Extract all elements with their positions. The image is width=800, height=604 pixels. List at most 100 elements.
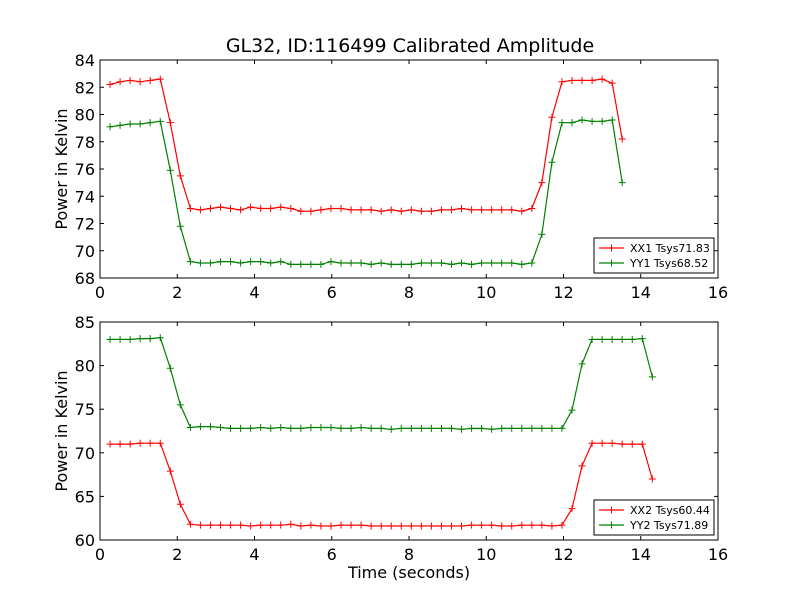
data-point (578, 360, 586, 368)
data-point (397, 424, 405, 432)
y-tick-label: 76 (75, 160, 95, 179)
legend-label: YY1 Tsys68.52 (629, 257, 708, 270)
data-point (598, 75, 606, 83)
data-point (447, 424, 455, 432)
legend-box (593, 237, 715, 274)
data-point (297, 260, 305, 268)
data-point (277, 258, 285, 266)
data-point (427, 522, 435, 530)
data-point (538, 230, 546, 238)
data-point (277, 424, 285, 432)
x-tick-label: 10 (476, 283, 496, 302)
data-point (508, 424, 516, 432)
data-point (548, 158, 556, 166)
data-point (247, 258, 255, 266)
data-point (287, 260, 295, 268)
data-point (267, 424, 275, 432)
data-point (196, 206, 204, 214)
y-tick-label: 65 (75, 487, 95, 506)
data-point (126, 120, 134, 128)
data-point (196, 423, 204, 431)
data-point (126, 76, 134, 84)
data-point (387, 206, 395, 214)
data-point (357, 259, 365, 267)
data-point (307, 424, 315, 432)
x-tick-label: 8 (404, 545, 414, 564)
data-point (136, 120, 144, 128)
x-tick-label: 16 (708, 545, 728, 564)
data-point (628, 440, 636, 448)
data-point (417, 522, 425, 530)
x-tick-label: 0 (95, 545, 105, 564)
x-tick-label: 6 (327, 283, 337, 302)
data-point (217, 521, 225, 529)
data-point (367, 424, 375, 432)
series-2 (106, 334, 656, 433)
legend-box (593, 499, 715, 536)
data-point (498, 522, 506, 530)
legend-marker (608, 259, 615, 267)
data-point (146, 119, 154, 127)
data-point (437, 206, 445, 214)
data-point (437, 522, 445, 530)
y-axis-label: Power in Kelvin (52, 108, 71, 229)
data-point (538, 179, 546, 187)
data-point (578, 462, 586, 470)
data-point (558, 521, 566, 529)
data-point (327, 522, 335, 530)
data-point (548, 522, 556, 530)
data-point (598, 439, 606, 447)
x-tick-label: 12 (553, 283, 573, 302)
data-point (317, 424, 325, 432)
y-tick-label: 74 (75, 187, 95, 206)
data-point (407, 206, 415, 214)
data-point (327, 258, 335, 266)
data-point (357, 424, 365, 432)
y-tick-label: 75 (75, 400, 95, 419)
data-point (528, 424, 536, 432)
x-tick-label: 14 (631, 283, 651, 302)
data-point (498, 206, 506, 214)
data-point (568, 119, 576, 127)
data-point (618, 335, 626, 343)
data-point (508, 522, 516, 530)
data-point (196, 521, 204, 529)
data-point (227, 205, 235, 213)
x-tick-label: 0 (95, 283, 105, 302)
data-point (347, 521, 355, 529)
data-point (558, 119, 566, 127)
data-point (367, 260, 375, 268)
x-tick-label: 2 (172, 545, 182, 564)
data-point (237, 424, 245, 432)
data-point (257, 521, 265, 529)
data-point (387, 425, 395, 433)
data-point (146, 439, 154, 447)
data-point (478, 206, 486, 214)
data-point (337, 205, 345, 213)
data-point (508, 259, 516, 267)
data-point (116, 335, 124, 343)
data-point (427, 424, 435, 432)
data-point (508, 206, 516, 214)
data-point (237, 521, 245, 529)
x-axis-label: Time (seconds) (347, 563, 470, 582)
x-tick-label: 10 (476, 545, 496, 564)
data-point (287, 205, 295, 213)
data-point (458, 425, 466, 433)
data-point (176, 222, 184, 230)
data-point (106, 440, 114, 448)
y-tick-label: 72 (75, 215, 95, 234)
data-point (407, 424, 415, 432)
data-point (297, 207, 305, 215)
data-point (287, 424, 295, 432)
data-point (297, 424, 305, 432)
data-point (156, 334, 164, 342)
data-point (186, 205, 194, 213)
data-point (166, 364, 174, 372)
data-point (397, 522, 405, 530)
data-point (488, 521, 496, 529)
data-point (277, 521, 285, 529)
data-point (247, 203, 255, 211)
